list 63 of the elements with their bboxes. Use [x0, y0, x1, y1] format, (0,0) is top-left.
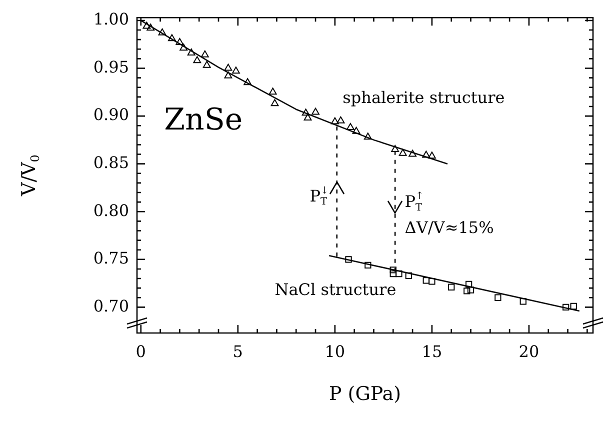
point	[312, 108, 320, 115]
point	[146, 24, 155, 31]
point	[405, 272, 412, 279]
point	[448, 284, 455, 290]
x-axis-title: P (GPa)	[328, 382, 402, 405]
annotation: sphalerite structure	[342, 88, 505, 107]
point	[176, 38, 184, 45]
annotation: ZnSe	[164, 102, 243, 138]
y-tick-label: 0.95	[93, 57, 129, 76]
point	[180, 44, 188, 51]
point	[422, 277, 430, 284]
x-tick-label: 0	[136, 342, 146, 361]
y-tick-label: 0.75	[93, 248, 129, 268]
point	[244, 78, 252, 86]
point	[302, 108, 310, 116]
point	[224, 64, 232, 71]
point	[465, 280, 472, 288]
point	[408, 150, 417, 157]
point	[330, 117, 339, 124]
point	[390, 270, 396, 278]
point	[187, 48, 196, 56]
point	[428, 278, 436, 285]
annotation: ΔV/V≈15%	[404, 218, 494, 237]
point	[464, 288, 470, 294]
point	[193, 56, 202, 64]
point	[520, 298, 526, 305]
point	[494, 294, 502, 301]
point	[422, 150, 430, 158]
point	[396, 270, 402, 278]
point	[142, 22, 151, 29]
point	[304, 113, 312, 120]
point	[391, 144, 400, 152]
point	[467, 286, 474, 294]
point	[232, 66, 240, 74]
point	[364, 132, 372, 140]
point	[336, 116, 345, 124]
y-axis-title: V/V0	[18, 154, 42, 197]
point	[202, 60, 211, 68]
y-tick-label: 1.00	[93, 10, 129, 29]
point	[346, 123, 354, 130]
point	[158, 28, 166, 36]
y-tick-label: 0.90	[93, 105, 129, 124]
point	[428, 152, 436, 159]
point	[352, 126, 360, 134]
point	[268, 88, 277, 95]
point	[200, 50, 209, 58]
point	[398, 148, 407, 156]
x-tick-label: 10	[324, 342, 346, 361]
point	[390, 266, 396, 274]
y-tick-label: 0.85	[93, 152, 129, 172]
point	[224, 71, 232, 78]
x-tick-label: 5	[232, 342, 243, 361]
y-tick-label: 0.70	[93, 296, 129, 316]
y-tick-label: 0.80	[93, 200, 129, 220]
point	[562, 304, 570, 311]
x-tick-label: 20	[518, 342, 540, 361]
point	[570, 302, 577, 310]
point	[364, 262, 372, 268]
point	[270, 99, 279, 106]
x-tick-label: 15	[422, 342, 442, 361]
point	[345, 256, 352, 263]
annotation: NaCl structure	[274, 280, 396, 300]
point	[168, 34, 176, 42]
